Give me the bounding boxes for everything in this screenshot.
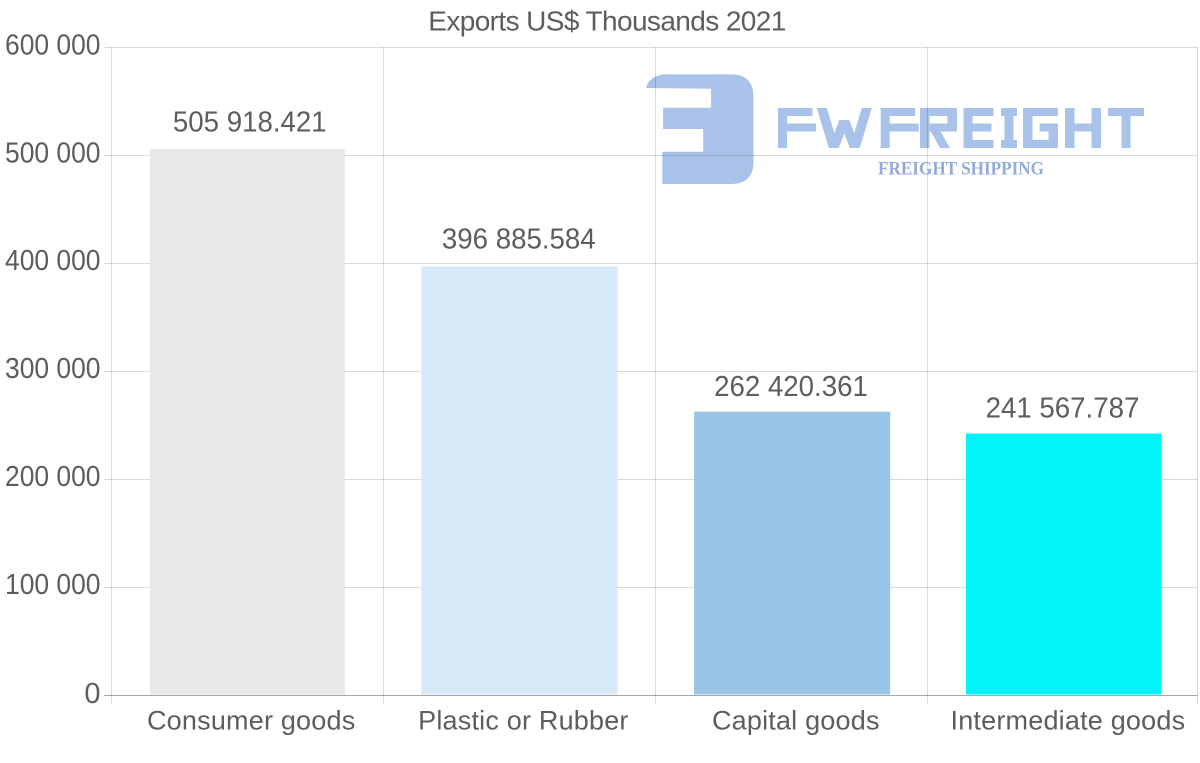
svg-text:505 918.421: 505 918.421	[173, 107, 327, 139]
svg-text:0: 0	[84, 678, 100, 710]
svg-text:241 567.787: 241 567.787	[986, 393, 1140, 425]
svg-text:396 885.584: 396 885.584	[442, 224, 596, 256]
svg-text:200 000: 200 000	[5, 461, 101, 493]
svg-text:FREIGHT SHIPPING: FREIGHT SHIPPING	[878, 159, 1044, 180]
svg-text:Exports US$ Thousands 2021: Exports US$ Thousands 2021	[428, 6, 785, 37]
svg-text:400 000: 400 000	[5, 245, 101, 277]
svg-text:100 000: 100 000	[5, 569, 101, 601]
svg-text:Intermediate goods: Intermediate goods	[951, 706, 1186, 736]
svg-text:600 000: 600 000	[5, 30, 101, 62]
svg-text:Consumer goods: Consumer goods	[147, 706, 355, 736]
svg-text:Capital goods: Capital goods	[712, 706, 880, 736]
svg-text:300 000: 300 000	[5, 353, 101, 385]
svg-text:262 420.361: 262 420.361	[714, 371, 868, 403]
svg-text:Plastic or Rubber: Plastic or Rubber	[418, 706, 629, 736]
svg-text:500 000: 500 000	[5, 137, 101, 169]
